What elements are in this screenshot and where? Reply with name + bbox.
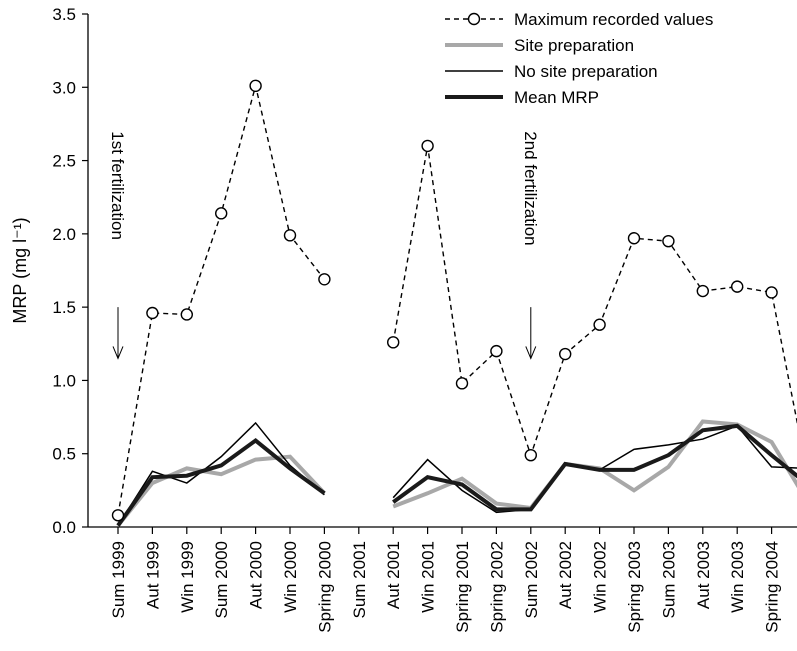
series-line (392, 145, 797, 458)
legend-entry: Mean MRP (445, 88, 599, 107)
series-line (117, 85, 325, 516)
data-point (662, 234, 675, 248)
data-point (387, 336, 400, 349)
x-tick-label: Win 2001 (419, 541, 438, 613)
fertilization-label: 2nd fertilization (521, 131, 540, 245)
fertilization-label: 1st fertilization (108, 131, 127, 240)
x-tick-label: Spring 2003 (625, 541, 644, 633)
data-point (627, 232, 641, 245)
legend-label: No site preparation (514, 62, 658, 81)
fertilization-annotation: 2nd fertilization (521, 131, 540, 360)
series-line (392, 423, 797, 512)
y-tick-label: 2.5 (52, 152, 76, 171)
series-line (116, 454, 326, 527)
y-tick-label: 1.5 (52, 298, 76, 317)
y-tick-label: 2.0 (52, 225, 76, 244)
y-tick-label: 3.5 (52, 5, 76, 24)
y-tick-label: 0.5 (52, 445, 76, 464)
y-tick-label: 1.0 (52, 371, 76, 390)
data-point (180, 308, 194, 321)
y-tick-label: 3.0 (52, 78, 76, 97)
legend-marker (467, 12, 481, 26)
x-tick-label: Sum 1999 (109, 541, 128, 619)
x-tick-label: Sum 2001 (350, 541, 369, 619)
data-point (421, 139, 434, 153)
x-tick-label: Spring 2004 (763, 541, 782, 633)
legend-entry: Site preparation (445, 36, 634, 55)
x-tick-label: Sum 2000 (212, 541, 231, 619)
x-tick-label: Aut 1999 (143, 541, 162, 609)
x-tick-label: Win 1999 (178, 541, 197, 613)
data-point (146, 306, 159, 320)
fertilization-annotation: 1st fertilization (108, 131, 127, 360)
data-point (318, 273, 331, 286)
series-line (392, 419, 797, 511)
data-point (283, 229, 297, 242)
legend-label: Site preparation (514, 36, 634, 55)
legend-label: Maximum recorded values (514, 10, 713, 29)
legend-entry: Maximum recorded values (445, 10, 713, 29)
y-axis-label: MRP (mg l⁻¹) (10, 217, 30, 323)
series-maximum-recorded-values (111, 79, 797, 522)
series-mean-mrp (116, 423, 797, 527)
data-point (696, 284, 709, 298)
data-point (593, 318, 606, 331)
x-tick-label: Aut 2000 (247, 541, 266, 609)
y-tick-label: 0.0 (52, 518, 76, 537)
data-point (249, 79, 262, 93)
data-point (111, 509, 125, 522)
data-point (214, 207, 228, 220)
annotations: 1st fertilization 2nd fertilization (108, 131, 540, 360)
series-line (116, 438, 326, 527)
x-tick-label: Win 2000 (281, 541, 300, 613)
axes: 0.0 0.5 1.0 1.5 2.0 2.5 3.0 3.5 Sum 1999 Aut 1999… (52, 5, 797, 633)
x-tick-label: Sum 2003 (659, 541, 678, 619)
series-layer (111, 79, 797, 527)
data-point (765, 286, 778, 299)
legend: Maximum recorded values Site preparation N… (445, 10, 713, 107)
x-tick-label: Sum 2002 (522, 541, 541, 619)
legend-entry: No site preparation (445, 62, 658, 81)
x-tick-label: Aut 2002 (556, 541, 575, 609)
arrow-head (525, 346, 537, 360)
x-tick-label: Aut 2001 (384, 541, 403, 609)
series-line (117, 421, 325, 526)
data-point (490, 344, 503, 358)
data-point (731, 280, 744, 293)
data-point (455, 377, 469, 390)
data-point (559, 347, 572, 361)
x-tick-label: Spring 2002 (487, 541, 506, 633)
x-tick-label: Spring 2000 (315, 541, 334, 633)
legend-label: Mean MRP (514, 88, 599, 107)
x-tick-label: Aut 2003 (694, 541, 713, 609)
x-tick-label: Win 2002 (591, 541, 610, 613)
data-point (524, 448, 537, 462)
arrow-head (112, 346, 124, 360)
x-tick-label: Spring 2001 (453, 541, 472, 633)
x-tick-label: Win 2003 (728, 541, 747, 613)
